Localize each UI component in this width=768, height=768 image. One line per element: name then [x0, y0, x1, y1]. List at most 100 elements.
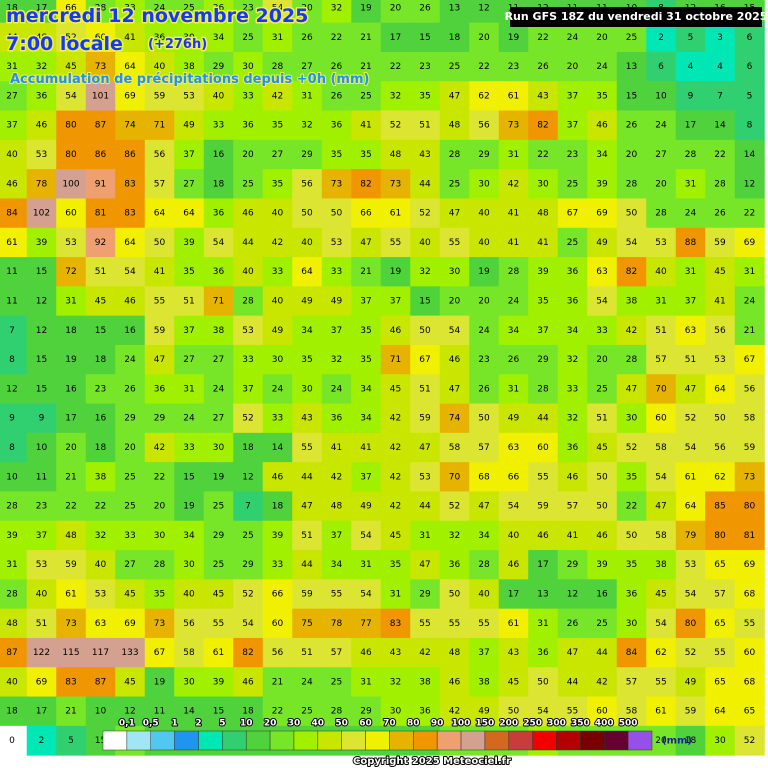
precip-cell — [439, 139, 470, 170]
grid-value: 55 — [331, 590, 342, 600]
grid-value: 29 — [124, 414, 136, 424]
precip-cell — [675, 696, 706, 727]
precip-cell — [469, 286, 500, 317]
precip-cell — [85, 81, 116, 112]
grid-value: 48 — [449, 648, 461, 658]
precip-cell — [587, 139, 618, 170]
precip-cell — [115, 227, 146, 258]
grid-value: 55 — [213, 619, 224, 629]
grid-value: 67 — [744, 355, 755, 365]
grid-value: 15 — [36, 355, 47, 365]
grid-value: 48 — [65, 531, 77, 541]
precip-cell — [56, 550, 87, 580]
grid-value: 25 — [596, 619, 607, 629]
precip-cell — [233, 81, 264, 112]
precip-cell — [439, 0, 470, 24]
precip-cell — [144, 51, 175, 82]
grid-value: 54 — [685, 590, 697, 600]
precip-cell — [321, 637, 352, 668]
precip-cell — [351, 0, 382, 24]
precip-cell — [675, 227, 706, 258]
precip-cell — [646, 608, 677, 639]
precip-cell — [115, 139, 146, 170]
grid-value: 92 — [95, 238, 106, 248]
precip-cell — [351, 81, 382, 112]
precip-cell — [351, 608, 382, 639]
grid-value: 32 — [419, 267, 430, 277]
grid-value: 50 — [714, 414, 726, 424]
grid-value: 31 — [183, 384, 194, 394]
precip-cell — [675, 374, 706, 405]
grid-value: 101 — [92, 91, 109, 101]
precip-cell — [203, 315, 234, 346]
grid-value: 43 — [301, 414, 312, 424]
grid-value: 28 — [95, 4, 107, 14]
precip-cell — [115, 51, 146, 82]
precip-cell — [262, 169, 293, 199]
precip-cell — [410, 637, 441, 668]
grid-value: 46 — [449, 355, 461, 365]
grid-value: 37 — [478, 648, 489, 658]
precip-cell — [85, 286, 116, 317]
precip-cell — [616, 198, 647, 229]
grid-value: 30 — [626, 414, 638, 424]
precip-cell — [469, 315, 500, 346]
grid-value: 71 — [213, 297, 224, 307]
precip-cell — [734, 344, 765, 375]
grid-value: 29 — [154, 414, 166, 424]
precip-cell — [734, 51, 765, 82]
precip-cell — [557, 51, 588, 82]
grid-value: 86 — [95, 150, 107, 160]
grid-value: 42 — [596, 677, 607, 687]
grid-value: 25 — [213, 502, 224, 512]
precip-cell — [351, 374, 382, 405]
precip-cell — [528, 344, 559, 375]
precip-cell — [410, 51, 441, 82]
grid-value: 42 — [272, 91, 283, 101]
precip-cell — [705, 579, 736, 610]
grid-value: 37 — [6, 121, 17, 131]
precip-cell — [734, 520, 765, 551]
grid-value: 20 — [596, 355, 608, 365]
precip-cell — [203, 22, 234, 53]
grid-value: 63 — [508, 443, 519, 453]
precip-cell — [262, 608, 293, 639]
grid-value: 54 — [213, 238, 225, 248]
grid-value: 72 — [65, 267, 76, 277]
grid-value: 31 — [65, 297, 76, 307]
precip-cell — [351, 520, 382, 551]
grid-value: 41 — [154, 267, 165, 277]
grid-value: 27 — [301, 62, 312, 72]
precip-cell — [410, 608, 441, 639]
precip-cell — [144, 667, 175, 698]
grid-value: 28 — [655, 209, 667, 219]
grid-value: 31 — [272, 33, 283, 43]
grid-value: 51 — [183, 297, 194, 307]
grid-value: 22 — [154, 472, 165, 482]
precip-cell — [380, 110, 411, 141]
precip-cell — [144, 520, 175, 551]
precip-cell — [321, 432, 352, 463]
grid-value: 0 — [9, 736, 15, 746]
precip-cell — [646, 374, 677, 405]
precip-cell — [616, 81, 647, 112]
precip-cell — [115, 198, 146, 229]
grid-value: 33 — [596, 326, 607, 336]
precip-cell — [0, 257, 28, 287]
precip-cell — [26, 725, 57, 756]
precip-cell — [292, 344, 323, 375]
precip-cell — [734, 257, 765, 287]
precip-cell — [292, 257, 323, 287]
grid-value: 60 — [65, 209, 77, 219]
precip-cell — [557, 491, 588, 522]
grid-value: 25 — [124, 472, 135, 482]
precip-cell — [203, 462, 234, 492]
precip-cell — [26, 257, 57, 287]
grid-value: 54 — [124, 267, 136, 277]
grid-value: 18 — [242, 443, 254, 453]
legend-label: 30 — [288, 719, 301, 729]
precip-cell — [646, 520, 677, 551]
grid-value: 81 — [95, 209, 106, 219]
precip-cell — [557, 286, 588, 317]
grid-value: 46 — [390, 326, 402, 336]
